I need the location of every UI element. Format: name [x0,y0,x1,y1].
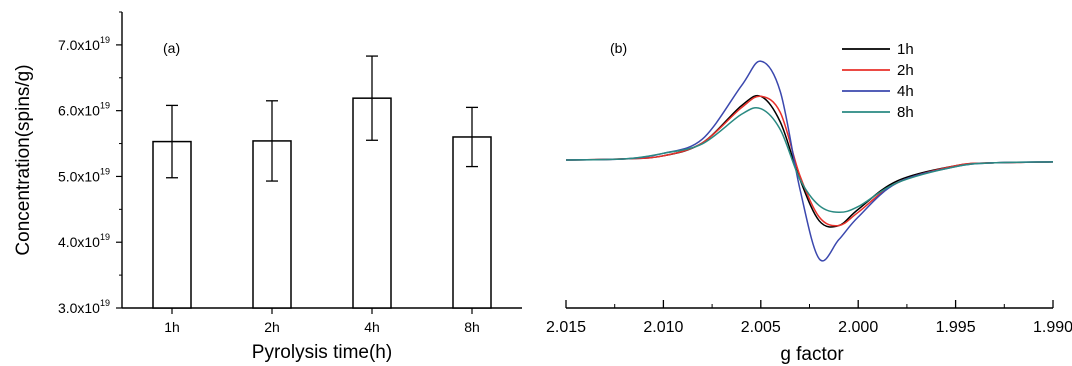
x-tick-label-4h: 4h [364,319,380,335]
panel-a-x-ticks: 1h 2h 4h 8h [164,308,480,335]
x-tick-label-1h: 1h [164,319,180,335]
panel-a-y-ticks: 3.0x1019 4.0x1019 5.0x1019 6.0x1019 7.0x1019 [58,11,122,316]
panel-b-series-lines [565,60,1054,262]
series-line-2h [565,95,1054,227]
series-line-1h [565,94,1054,228]
panel-b-label: (b) [610,40,627,56]
panel-b-line-chart: 2.015 2.010 2.005 2.000 1.995 1.990 1h2h4h8h … [546,40,1072,365]
x-tick-label: 1.990 [1033,319,1072,336]
panel-a-bars [152,55,492,309]
x-tick-label-8h: 8h [464,319,480,335]
panel-b-x-ticks: 2.015 2.010 2.005 2.000 1.995 1.990 [546,300,1072,336]
x-tick-label: 2.015 [546,319,586,336]
series-line-4h [565,60,1054,262]
x-tick-label: 1.995 [936,319,976,336]
x-tick-label: 2.010 [643,319,683,336]
legend-label-8h: 8h [897,104,914,121]
y-tick-label: 5.0x1019 [58,166,110,184]
y-tick-label: 3.0x1019 [58,298,110,316]
panel-a-bar-chart: 3.0x1019 4.0x1019 5.0x1019 6.0x1019 7.0x1019… [13,11,522,363]
panel-a-label: (a) [163,40,180,56]
y-tick-label: 6.0x1019 [58,101,110,119]
y-tick-label: 7.0x1019 [58,35,110,53]
x-tick-label: 2.000 [838,319,878,336]
series-line-8h [565,106,1054,214]
x-tick-label-2h: 2h [264,319,280,335]
legend-label-4h: 4h [897,83,914,100]
panel-b-x-axis-title: g factor [780,344,844,365]
panel-b-legend: 1h 2h 4h 8h [842,41,914,121]
legend-label-1h: 1h [897,41,914,58]
x-tick-label: 2.005 [741,319,781,336]
y-tick-label: 4.0x1019 [58,232,110,250]
panel-a-y-axis-title: Concentration(spins/g) [13,64,34,255]
legend-label-2h: 2h [897,62,914,79]
panel-a-x-axis-title: Pyrolysis time(h) [252,342,392,363]
